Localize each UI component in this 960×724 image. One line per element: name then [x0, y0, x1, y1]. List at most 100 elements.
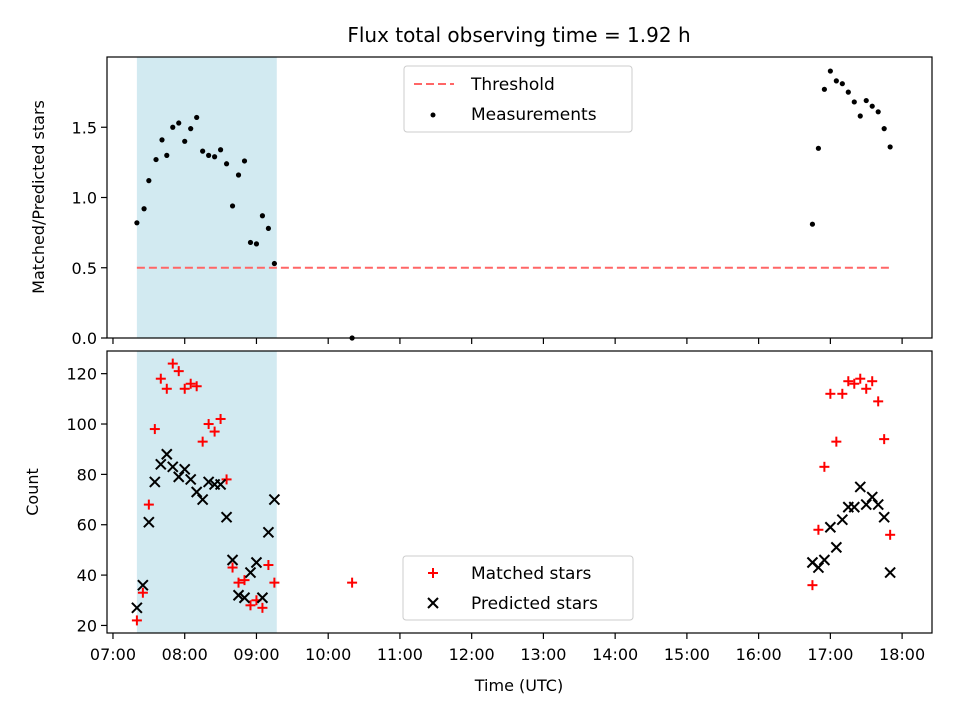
measurement-point	[200, 148, 206, 154]
predicted-star-point	[131, 602, 143, 614]
measurement-point	[223, 161, 230, 167]
measurement-point	[217, 147, 224, 153]
matched-star-point	[819, 461, 830, 472]
x-marker-b	[232, 589, 245, 601]
matched-star-point	[203, 419, 214, 430]
bottom-x-tick-label: 11:00	[377, 645, 423, 664]
matched-star-point	[849, 378, 860, 389]
predicted-star-point	[872, 498, 884, 511]
predicted-star-point	[884, 566, 896, 579]
measurement-point	[170, 124, 176, 130]
matched-star-point	[155, 373, 166, 384]
predicted-star-point	[268, 493, 281, 506]
top-y-tick-label: 0.0	[72, 329, 97, 348]
bottom-x-tick-label: 10:00	[305, 645, 351, 664]
top-y-axis-label: Matched/Predicted stars	[29, 100, 48, 294]
bottom-y-tick-label: 100	[66, 415, 97, 434]
bottom-panel: 20 40 60 80 100 120 07:00 08:00 09:00 10:00 11:00…	[23, 350, 933, 695]
predicted-star-point	[143, 516, 155, 528]
predicted-star-point	[824, 521, 837, 533]
x-marker-b	[184, 473, 197, 486]
bottom-x-tick-label: 13:00	[520, 645, 566, 664]
top-panel: 0.0 0.5 1.0 1.5 Matched/Predicted stars Thr…	[29, 56, 933, 348]
predicted-star-point	[818, 554, 831, 566]
measurement-point	[134, 220, 140, 226]
bottom-y-tick-label: 40	[77, 566, 97, 585]
measurement-point	[851, 99, 857, 105]
predicted-star-point	[196, 493, 209, 506]
matched-star-point	[831, 436, 842, 447]
predicted-stars-points	[131, 448, 896, 614]
matched-star-point	[867, 376, 878, 387]
x-marker-b	[173, 471, 185, 483]
matched-star-point	[179, 383, 190, 394]
matched-star-point	[197, 436, 208, 447]
matched-star-point	[209, 426, 220, 437]
x-marker-b	[179, 463, 191, 476]
x-marker-b	[884, 566, 896, 579]
measurement-point	[821, 86, 827, 92]
bottom-x-tick-label: 12:00	[449, 645, 495, 664]
measurement-point	[265, 225, 272, 232]
predicted-star-point	[220, 511, 233, 523]
bottom-y-tick-label: 60	[77, 516, 97, 535]
matched-star-point	[215, 413, 226, 424]
predicted-legend-marker	[427, 597, 439, 609]
matched-star-point	[263, 560, 274, 571]
predicted-star-point	[149, 476, 161, 488]
predicted-star-point	[232, 589, 245, 601]
matched-star-point	[861, 383, 872, 394]
x-marker-b	[167, 461, 179, 473]
x-marker-b	[196, 493, 209, 506]
predicted-star-point	[262, 526, 275, 538]
x-marker-b	[872, 498, 884, 511]
measurement-point	[241, 158, 248, 164]
predicted-star-point	[173, 471, 185, 483]
x-marker-b	[824, 521, 837, 533]
x-marker-b	[836, 513, 849, 526]
measurement-point	[869, 103, 875, 109]
measurement-point	[176, 120, 182, 126]
x-marker-b	[137, 579, 149, 591]
x-marker-b	[818, 554, 831, 566]
measurement-point	[141, 206, 147, 212]
x-axis-label: Time (UTC)	[474, 676, 563, 695]
matched-star-point	[167, 358, 178, 369]
bottom-x-tick-label: 09:00	[233, 645, 279, 664]
x-marker-b	[226, 554, 239, 566]
measurement-point	[815, 145, 822, 151]
x-marker-b	[202, 476, 215, 488]
x-marker-b	[854, 481, 866, 493]
matched-star-point	[855, 373, 866, 384]
bottom-x-tick-label: 18:00	[879, 645, 925, 664]
matched-star-point	[879, 434, 890, 445]
bottom-x-ticks: 07:00 08:00 09:00 10:00 11:00 12:00 13:00 14:00…	[90, 633, 925, 664]
bottom-y-tick-label: 120	[66, 365, 97, 384]
measurement-point	[153, 156, 159, 163]
predicted-star-point	[878, 511, 890, 523]
matched-star-point	[173, 366, 184, 377]
measurements-legend-swatch	[430, 112, 436, 118]
matched-star-point	[245, 600, 256, 611]
measurement-point	[259, 213, 266, 219]
top-y-tick-label: 0.5	[72, 259, 97, 278]
bottom-x-tick-label: 08:00	[162, 645, 208, 664]
predicted-star-point	[854, 481, 866, 493]
threshold-legend-label: Threshold	[470, 75, 555, 95]
predicted-star-point	[836, 513, 849, 526]
measurement-point	[212, 154, 218, 160]
matched-star-point	[161, 383, 172, 394]
matched-star-point	[137, 587, 148, 598]
predicted-star-point	[161, 448, 173, 460]
measurement-point	[875, 109, 881, 115]
bottom-y-tick-label: 20	[77, 616, 97, 635]
predicted-star-point	[256, 592, 269, 604]
predicted-star-point	[179, 463, 191, 476]
predicted-star-point	[250, 556, 263, 569]
measurement-point	[235, 172, 242, 178]
x-marker-b	[256, 592, 269, 604]
matched-star-point	[233, 577, 244, 588]
bottom-x-tick-label: 14:00	[592, 645, 638, 664]
x-marker-b	[268, 493, 281, 506]
